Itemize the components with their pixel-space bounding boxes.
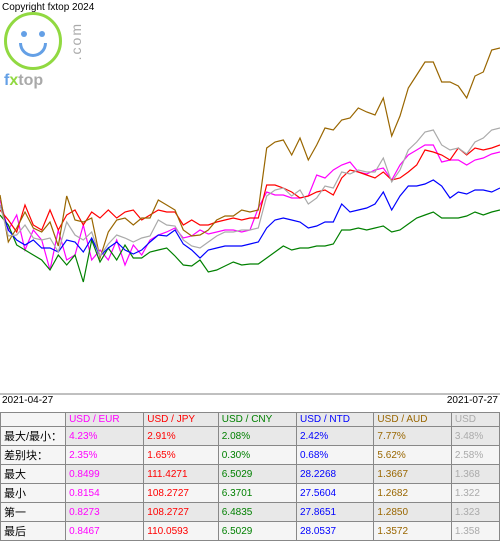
table-row: 差别块：2.35%1.65%0.30%0.68%5.62%2.58%	[1, 446, 500, 465]
series-usd6	[0, 128, 500, 256]
date-end: 2021-07-27	[447, 395, 498, 406]
cell: 1.65%	[144, 446, 218, 465]
cell: 2.35%	[66, 446, 144, 465]
col-header: USD / CNY	[218, 413, 296, 427]
col-header: USD / NTD	[296, 413, 373, 427]
col-header: USD / AUD	[374, 413, 451, 427]
cell: 7.77%	[374, 427, 451, 446]
cell: 2.08%	[218, 427, 296, 446]
cell: 0.68%	[296, 446, 373, 465]
table-row: 第一0.8273108.27276.483527.86511.28501.323	[1, 503, 500, 522]
table-header-row: USD / EURUSD / JPYUSD / CNYUSD / NTDUSD …	[1, 413, 500, 427]
cell: 28.0537	[296, 522, 373, 541]
table-row: 最大/最小：4.23%2.91%2.08%2.42%7.77%3.48%	[1, 427, 500, 446]
table-row: 最后0.8467110.05936.502928.05371.35721.358	[1, 522, 500, 541]
cell: 108.2727	[144, 503, 218, 522]
row-label: 最大/最小：	[1, 427, 66, 446]
cell: 111.4271	[144, 465, 218, 484]
cell: 27.8651	[296, 503, 373, 522]
cell: 1.3572	[374, 522, 451, 541]
row-label: 第一	[1, 503, 66, 522]
series-usd---cny	[0, 210, 500, 282]
logo-face-icon	[4, 12, 62, 70]
col-header: USD	[451, 413, 499, 427]
currency-data-table: USD / EURUSD / JPYUSD / CNYUSD / NTDUSD …	[0, 412, 500, 541]
logo-domain-text: .com	[68, 22, 84, 60]
cell: 6.5029	[218, 522, 296, 541]
table-row: 最大0.8499111.42716.502928.22681.36671.368	[1, 465, 500, 484]
cell: 1.3667	[374, 465, 451, 484]
cell: 2.58%	[451, 446, 499, 465]
cell: 0.8499	[66, 465, 144, 484]
cell: 6.5029	[218, 465, 296, 484]
cell: 0.30%	[218, 446, 296, 465]
cell: 5.62%	[374, 446, 451, 465]
cell: 0.8467	[66, 522, 144, 541]
cell: 3.48%	[451, 427, 499, 446]
cell: 110.0593	[144, 522, 218, 541]
table-corner	[1, 413, 66, 427]
row-label: 最大	[1, 465, 66, 484]
currency-chart	[0, 0, 500, 410]
cell: 4.23%	[66, 427, 144, 446]
cell: 1.323	[451, 503, 499, 522]
row-label: 最后	[1, 522, 66, 541]
col-header: USD / EUR	[66, 413, 144, 427]
cell: 1.358	[451, 522, 499, 541]
cell: 6.4835	[218, 503, 296, 522]
cell: 2.91%	[144, 427, 218, 446]
copyright-text: Copyright fxtop 2024	[2, 2, 94, 13]
row-label: 差别块：	[1, 446, 66, 465]
series-usd---eur	[0, 145, 500, 270]
cell: 28.2268	[296, 465, 373, 484]
cell: 1.2850	[374, 503, 451, 522]
date-start: 2021-04-27	[2, 395, 53, 406]
logo-brand-text: fxtop	[4, 72, 62, 90]
fxtop-logo: fxtop .com	[4, 12, 62, 90]
series-usd---aud	[0, 48, 500, 258]
cell: 2.42%	[296, 427, 373, 446]
cell: 1.368	[451, 465, 499, 484]
cell: 0.8273	[66, 503, 144, 522]
col-header: USD / JPY	[144, 413, 218, 427]
